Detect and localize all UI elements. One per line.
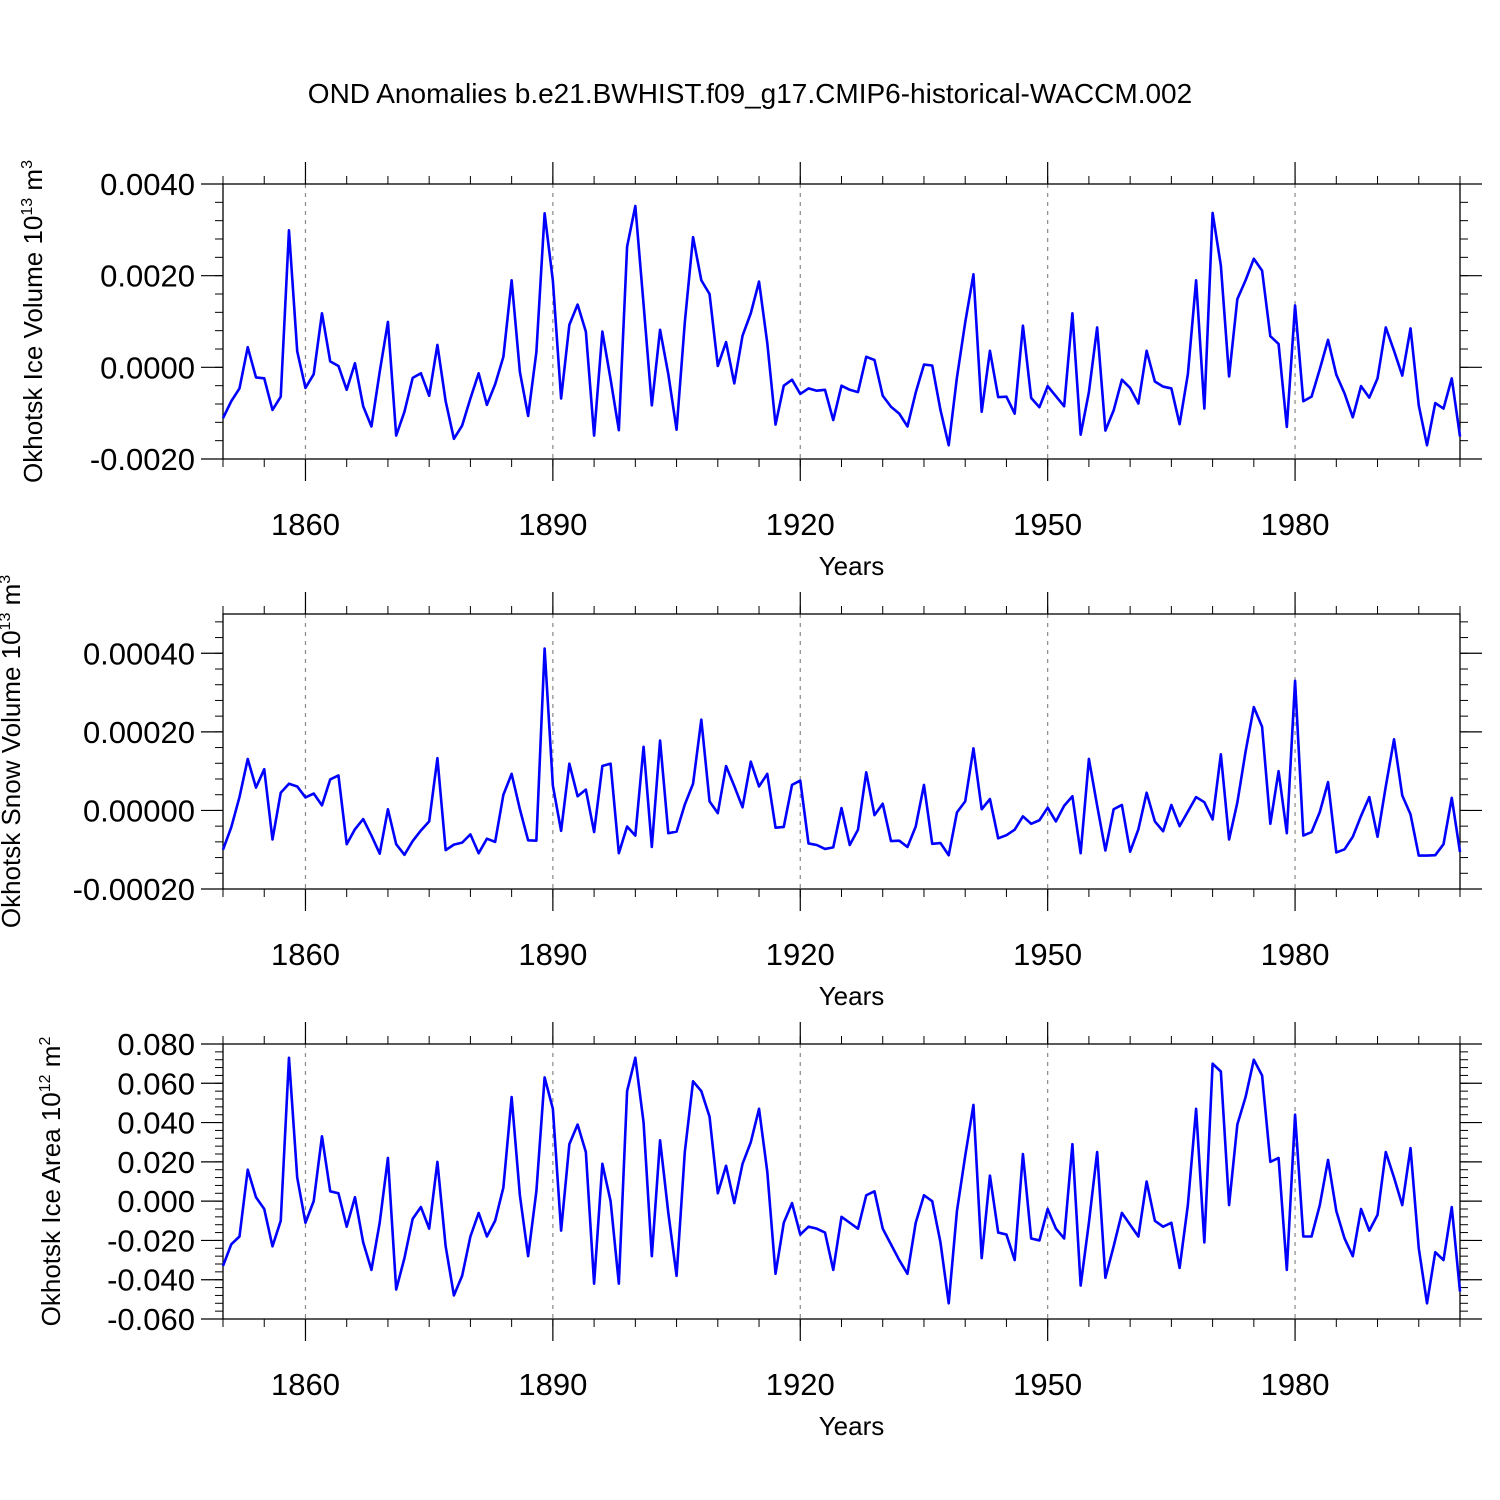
y-tick-label: -0.040 xyxy=(107,1263,195,1298)
x-tick-label: 1950 xyxy=(1013,937,1082,972)
y-tick-label: 0.080 xyxy=(117,1027,195,1062)
y-axis-title-text: Okhotsk Ice Volume 10 xyxy=(18,216,48,483)
y-axis-title-unit: m xyxy=(0,584,26,613)
y-tick-label: 0.060 xyxy=(117,1066,195,1101)
chart-title: OND Anomalies b.e21.BWHIST.f09_g17.CMIP6… xyxy=(307,78,1193,109)
y-axis-title: Okhotsk Ice Volume 1013 m3 xyxy=(18,160,48,483)
x-axis-title: Years xyxy=(819,981,885,1011)
y-axis-title-exp: 12 xyxy=(37,1074,54,1092)
y-tick-label: 0.0040 xyxy=(100,167,195,202)
y-axis-title-exp: 13 xyxy=(19,198,36,216)
x-tick-label: 1860 xyxy=(271,507,340,542)
y-tick-label: 0.040 xyxy=(117,1106,195,1141)
y-tick-label: 0.0000 xyxy=(100,350,195,385)
x-tick-label: 1980 xyxy=(1261,937,1330,972)
x-tick-label: 1920 xyxy=(766,1367,835,1402)
plot-frame xyxy=(222,1043,1461,1320)
x-tick-label: 1950 xyxy=(1013,1367,1082,1402)
y-axis-title: Okhotsk Snow Volume 1013 m3 xyxy=(0,575,26,928)
series-line xyxy=(221,647,1462,857)
y-tick-label: -0.00020 xyxy=(73,872,195,907)
y-tick-label: 0.020 xyxy=(117,1145,195,1180)
x-tick-label: 1980 xyxy=(1261,507,1330,542)
x-tick-label: 1890 xyxy=(518,937,587,972)
y-axis-title-text: Okhotsk Snow Volume 10 xyxy=(0,630,26,928)
y-tick-label: 0.00020 xyxy=(83,715,195,750)
y-tick-label: 0.00040 xyxy=(83,636,195,671)
y-tick-label: 0.000 xyxy=(117,1184,195,1219)
plot-frame xyxy=(222,183,1461,460)
x-tick-label: 1980 xyxy=(1261,1367,1330,1402)
y-tick-label: -0.020 xyxy=(107,1223,195,1258)
x-tick-label: 1860 xyxy=(271,1367,340,1402)
x-tick-label: 1950 xyxy=(1013,507,1082,542)
x-tick-label: 1890 xyxy=(518,1367,587,1402)
series-line xyxy=(221,1056,1462,1305)
plot-frame xyxy=(222,613,1461,890)
chart-panel-2: -0.00020 0.00000 0.00020 0.00040 1860 1890 192… xyxy=(0,575,1482,1011)
series-line xyxy=(221,204,1462,447)
y-axis-title-unit-exp: 2 xyxy=(37,1037,54,1046)
chart-panel-3: -0.060 -0.040 -0.020 0.000 0.020 0.040 0.060 0.… xyxy=(36,1022,1482,1441)
y-tick-label: 0.0020 xyxy=(100,259,195,294)
y-axis-title-text: Okhotsk Ice Area 10 xyxy=(36,1092,66,1326)
x-tick-label: 1920 xyxy=(766,937,835,972)
x-tick-label: 1860 xyxy=(271,937,340,972)
y-tick-label: -0.0020 xyxy=(90,442,195,477)
x-tick-label: 1920 xyxy=(766,507,835,542)
y-axis-title-unit: m xyxy=(18,169,48,198)
y-axis-title-unit-exp: 3 xyxy=(0,575,14,584)
x-axis-title: Years xyxy=(819,551,885,581)
x-axis-title: Years xyxy=(819,1411,885,1441)
y-tick-label: -0.060 xyxy=(107,1302,195,1337)
chart-panel-1: -0.0020 0.0000 0.0020 0.0040 1860 1890 1920 195… xyxy=(18,160,1482,581)
y-axis-title: Okhotsk Ice Area 1012 m2 xyxy=(36,1037,66,1327)
x-tick-label: 1890 xyxy=(518,507,587,542)
y-axis-title-unit: m xyxy=(36,1046,66,1075)
y-axis-title-unit-exp: 3 xyxy=(19,160,36,169)
y-axis-title-exp: 13 xyxy=(0,613,14,631)
y-tick-label: 0.00000 xyxy=(83,793,195,828)
